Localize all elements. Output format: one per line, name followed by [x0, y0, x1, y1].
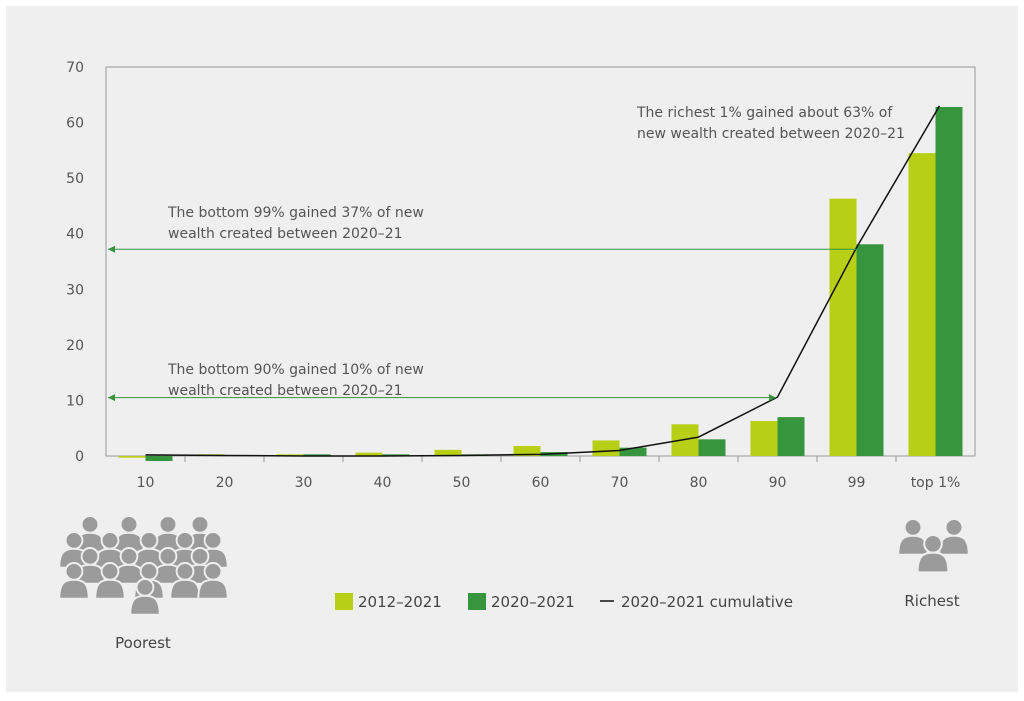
person-icon [897, 518, 929, 556]
arrow-head-left [108, 394, 115, 402]
annotation-text: wealth created between 2020–21 [168, 226, 403, 242]
richest-label: Richest [904, 592, 959, 610]
y-tick-label: 20 [66, 338, 84, 354]
arrow-head-right [867, 245, 874, 253]
bar-series2 [303, 454, 331, 456]
y-tick-label: 40 [66, 227, 84, 243]
annotation-text: The bottom 90% gained 10% of new [167, 362, 424, 378]
annotations: The richest 1% gained about 63% of new we… [108, 105, 905, 402]
bar-series1 [908, 153, 936, 456]
bar-series1 [513, 445, 541, 456]
bar-series1 [592, 440, 620, 456]
x-tick-label: 50 [453, 475, 471, 491]
bar-series2 [856, 244, 884, 456]
legend-swatch [335, 593, 353, 610]
x-tick-label: 80 [690, 475, 708, 491]
bar-series2 [777, 417, 805, 456]
arrow-head-left [108, 245, 115, 253]
y-tick-label: 50 [66, 171, 84, 187]
x-axis: 10 20 30 40 50 60 70 80 90 99 top 1% [137, 456, 961, 491]
bar-series1 [434, 449, 462, 456]
cumulative-line-path [145, 105, 941, 457]
annotation-text: new wealth created between 2020–21 [637, 126, 905, 142]
y-tick-label: 60 [66, 116, 84, 132]
x-tick-label: 99 [848, 475, 866, 491]
richest-people-icon [897, 518, 970, 574]
y-tick-label: 70 [66, 60, 84, 76]
x-tick-label: top 1% [911, 475, 961, 491]
annotation-text: wealth created between 2020–21 [168, 383, 403, 399]
arrow-head-right [769, 394, 776, 402]
cumulative-line [145, 105, 941, 457]
bar-series1 [829, 198, 857, 456]
bar-series2 [935, 107, 963, 457]
bar-series2 [698, 439, 726, 456]
y-tick-label: 10 [66, 393, 84, 409]
legend: 2012–2021 2020–2021 2020–2021 cumulative [335, 593, 793, 611]
y-tick-label: 0 [75, 449, 84, 465]
legend-label: 2020–2021 [491, 593, 575, 611]
bar-series1 [355, 452, 383, 456]
bar-series1 [671, 424, 699, 456]
annotation-text: The bottom 99% gained 37% of new [167, 205, 424, 221]
x-tick-label: 90 [769, 475, 787, 491]
person-icon [938, 518, 970, 556]
legend-label: 2020–2021 cumulative [621, 593, 793, 611]
bar-series1 [750, 420, 778, 456]
bar-series1 [118, 456, 146, 458]
x-tick-label: 40 [374, 475, 392, 491]
x-tick-label: 10 [137, 475, 155, 491]
x-tick-label: 60 [532, 475, 550, 491]
legend-swatch [468, 593, 486, 610]
annotation-text: The richest 1% gained about 63% of [636, 105, 893, 121]
poorest-label: Poorest [115, 634, 171, 652]
bar-series2 [619, 447, 647, 456]
legend-label: 2012–2021 [358, 593, 442, 611]
poorest-people-icon [58, 515, 229, 616]
person-icon [113, 515, 145, 553]
x-tick-label: 20 [216, 475, 234, 491]
x-tick-label: 30 [295, 475, 313, 491]
bar-series2 [145, 456, 173, 462]
x-tick-label: 70 [611, 475, 629, 491]
y-tick-label: 30 [66, 282, 84, 298]
bars [118, 107, 963, 462]
